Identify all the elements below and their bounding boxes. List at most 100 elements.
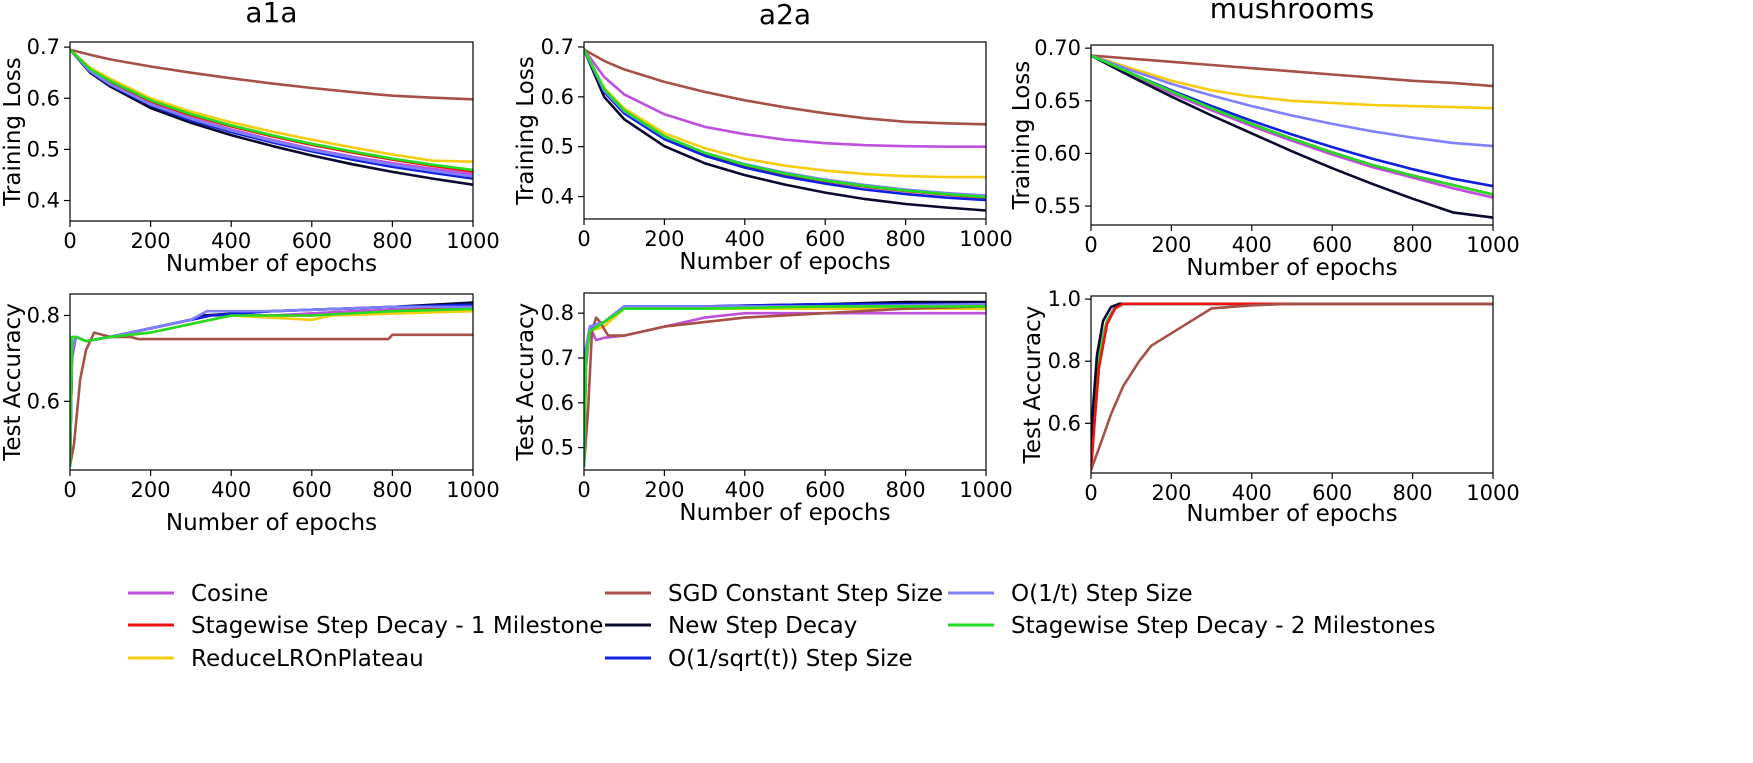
x-tick-label: 1000 [446,229,499,253]
x-tick-label: 1000 [446,478,499,502]
y-tick-label: 0.8 [27,303,60,327]
x-axis-label: Number of epochs [679,500,890,526]
y-tick-label: 0.60 [1034,141,1081,165]
chart-title: a1a [245,0,297,29]
x-tick-label: 600 [1312,233,1352,257]
x-tick-label: 200 [1151,233,1191,257]
x-tick-label: 1000 [959,227,1012,251]
series-line-mushrooms-acc-2 [1091,302,1493,472]
chart-a1a-acc: 0 200 400 600 800 1000 0.6 0.8 Number of epochs T… [0,293,500,536]
series-line-mushrooms-loss-6 [1091,54,1493,148]
chart-mushrooms-acc: 0 200 400 600 800 1000 0.6 0.8 1.0 Number of epoc… [1020,287,1520,527]
x-tick-label: 400 [725,227,765,251]
x-axis-label: Number of epochs [1186,501,1397,527]
x-tick-label: 800 [886,478,926,502]
series-line-a1a-acc-7 [70,307,473,467]
x-tick-label: 800 [1393,233,1433,257]
series-line-mushrooms-loss-7 [1091,54,1493,196]
plot-frame [1090,295,1494,474]
legend-label: New Step Decay [668,613,857,639]
chart-title: a2a [759,0,811,31]
x-tick-label: 800 [1393,481,1433,505]
y-tick-label: 0.6 [541,391,574,415]
x-tick-label: 600 [292,229,332,253]
y-tick-label: 0.5 [541,135,574,159]
series-line-a2a-loss-7 [584,48,986,199]
y-tick-label: 0.8 [1048,349,1081,373]
chart-a2a-acc: 0 200 400 600 800 1000 0.5 0.6 0.7 0.8 Number of e… [513,292,1013,526]
y-tick-label: 0.6 [541,85,574,109]
series-line-a1a-acc-0 [70,305,473,467]
x-tick-label: 200 [131,478,171,502]
x-tick-label: 200 [1151,481,1191,505]
x-tick-label: 0 [577,478,590,502]
series-line-a1a-loss-0 [70,48,473,176]
y-tick-label: 1.0 [1048,287,1081,311]
legend-label: ReduceLROnPlateau [191,646,424,672]
x-tick-label: 1000 [1466,233,1519,257]
series-line-a2a-acc-0 [584,311,986,467]
series-line-a1a-acc-6 [70,305,473,467]
y-axis-label: Test Accuracy [513,303,539,462]
series-line-a2a-acc-6 [584,302,986,467]
series-line-a2a-acc-3 [584,305,986,467]
legend-label: Stagewise Step Decay - 2 Milestones [1011,613,1435,639]
legend-label: Stagewise Step Decay - 1 Milestone [191,613,603,639]
plot-frame [69,41,474,222]
y-tick-label: 0.5 [27,137,60,161]
chart-a2a-loss: 0 200 400 600 800 1000 0.4 0.5 0.6 0.7 Number of e… [513,0,1013,275]
y-tick-label: 0.6 [27,86,60,110]
x-tick-label: 400 [1232,233,1272,257]
y-axis-label: Training Loss [0,57,26,207]
plot-frame [583,292,987,471]
series-line-a1a-loss-4 [70,48,473,186]
plot-frame [583,41,987,220]
legend-label: Cosine [191,581,268,607]
y-tick-label: 0.7 [541,346,574,370]
y-tick-label: 0.6 [1048,411,1081,435]
series-line-mushrooms-loss-2 [1091,54,1493,110]
plot-frame [1090,44,1494,226]
series-line-mushrooms-acc-1 [1091,302,1493,472]
chart-a1a-loss: 0 200 400 600 800 1000 0.4 0.5 0.6 0.7 Number of e… [0,0,500,277]
y-tick-label: 0.55 [1034,194,1081,218]
series-line-a2a-acc-7 [584,305,986,467]
series-line-a1a-loss-5 [70,48,473,180]
y-axis-label: Training Loss [1009,61,1035,211]
y-tick-label: 0.7 [27,35,60,59]
x-tick-label: 0 [1084,481,1097,505]
legend: Cosine Stagewise Step Decay - 1 Milestone… [128,581,1435,672]
x-tick-label: 200 [131,229,171,253]
x-tick-label: 200 [644,227,684,251]
series-line-a2a-loss-4 [584,48,986,212]
x-tick-label: 400 [211,478,251,502]
series-line-a1a-loss-3 [70,48,473,101]
series-line-a2a-acc-1 [584,302,986,467]
series-line-a1a-loss-6 [70,48,473,178]
y-tick-label: 0.65 [1034,89,1081,113]
x-tick-label: 400 [211,229,251,253]
x-tick-label: 1000 [1466,481,1519,505]
legend-label: O(1/sqrt(t)) Step Size [668,646,913,672]
series-line-mushrooms-acc-4 [1091,302,1493,472]
series-line-a1a-acc-5 [70,303,473,467]
y-axis-label: Test Accuracy [1020,306,1046,465]
y-tick-label: 0.6 [27,389,60,413]
x-tick-label: 0 [577,227,590,251]
y-tick-label: 0.4 [541,185,574,209]
x-tick-label: 400 [725,478,765,502]
x-tick-label: 0 [1084,233,1097,257]
series-line-a2a-acc-4 [584,300,986,467]
legend-label: SGD Constant Step Size [668,581,943,607]
chart-mushrooms-loss: 0 200 400 600 800 1000 0.55 0.60 0.65 0.70 Number … [1009,0,1520,281]
x-tick-label: 0 [63,478,76,502]
series-line-mushrooms-acc-3 [1091,302,1493,472]
x-tick-label: 600 [805,227,845,251]
series-line-mushrooms-loss-0 [1091,54,1493,199]
legend-label: O(1/t) Step Size [1011,581,1193,607]
series-line-mushrooms-acc-0 [1091,302,1493,472]
x-tick-label: 600 [805,478,845,502]
x-axis-label: Number of epochs [679,249,890,275]
series-line-a1a-acc-4 [70,301,473,467]
